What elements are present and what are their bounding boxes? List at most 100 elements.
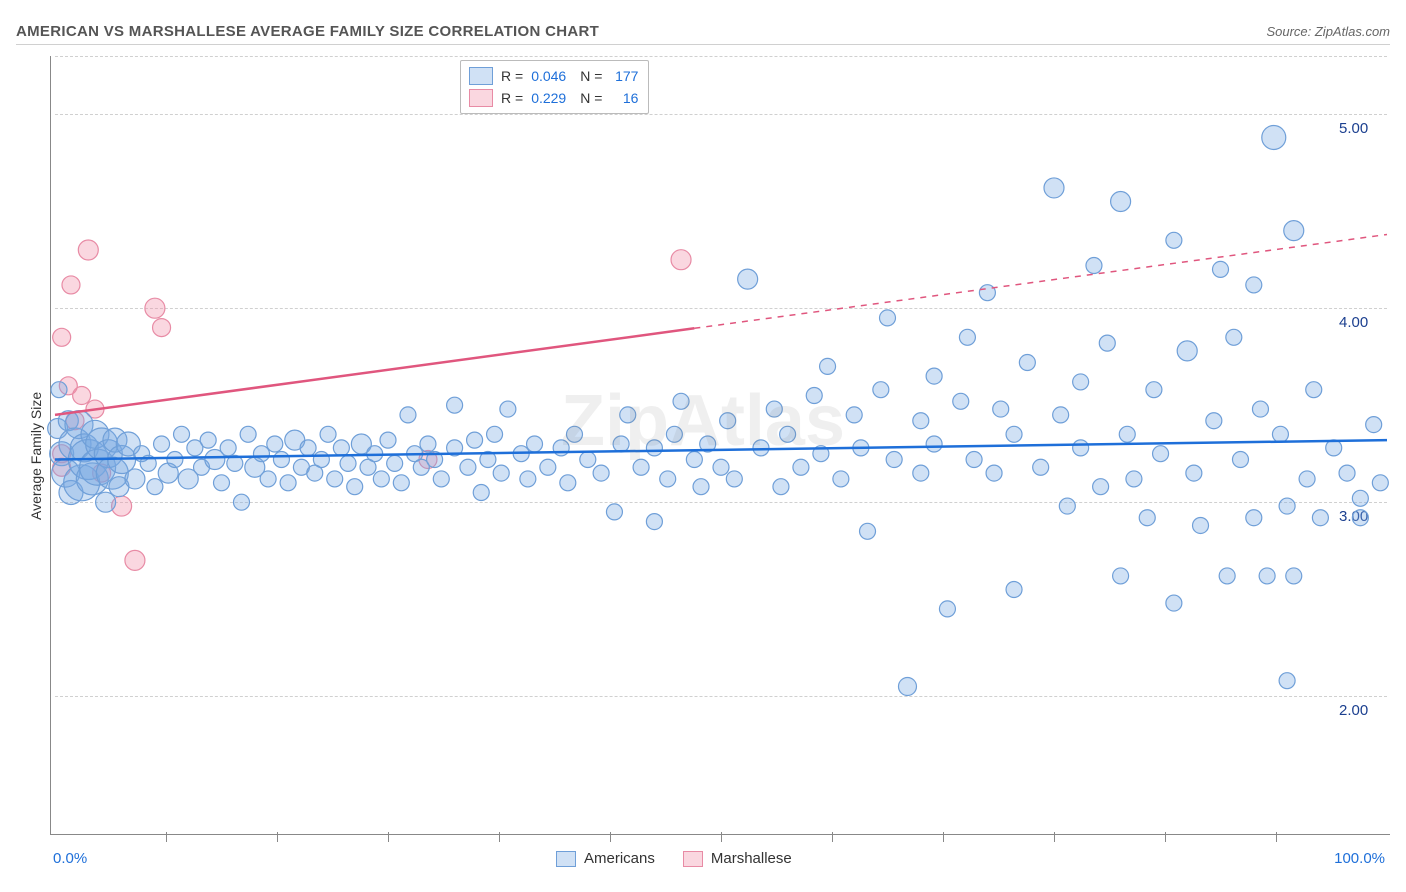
americans-point [400, 407, 416, 423]
americans-point [487, 426, 503, 442]
marshallese-point [153, 319, 171, 337]
americans-point [1153, 446, 1169, 462]
americans-point [1006, 582, 1022, 598]
americans-point [1044, 178, 1064, 198]
americans-point [1279, 498, 1295, 514]
americans-point [966, 452, 982, 468]
americans-point [1166, 232, 1182, 248]
americans-point [793, 459, 809, 475]
americans-point [1006, 426, 1022, 442]
series-label-marshallese: Marshallese [711, 850, 792, 867]
swatch-marshallese [683, 851, 703, 867]
americans-point [1272, 426, 1288, 442]
americans-point [420, 436, 436, 452]
americans-point [300, 440, 316, 456]
swatch-americans [556, 851, 576, 867]
legend-r-label: R = [501, 87, 523, 109]
legend-n-marshallese: 16 [610, 87, 638, 109]
americans-point [387, 455, 403, 471]
marshallese-point [62, 276, 80, 294]
americans-point [174, 426, 190, 442]
americans-point [267, 436, 283, 452]
americans-point [806, 388, 822, 404]
americans-point [646, 514, 662, 530]
americans-point [713, 459, 729, 475]
americans-point [939, 601, 955, 617]
americans-point [606, 504, 622, 520]
americans-point [726, 471, 742, 487]
americans-point [1053, 407, 1069, 423]
americans-point [433, 471, 449, 487]
americans-point [347, 479, 363, 495]
americans-point [1286, 568, 1302, 584]
americans-point [1252, 401, 1268, 417]
americans-point [167, 452, 183, 468]
americans-point [646, 440, 662, 456]
americans-point [1213, 261, 1229, 277]
americans-point [1139, 510, 1155, 526]
americans-point [200, 432, 216, 448]
legend-row-americans: R = 0.046 N = 177 [469, 65, 638, 87]
marshallese-point [73, 387, 91, 405]
americans-point [1166, 595, 1182, 611]
americans-point [1306, 382, 1322, 398]
americans-point [220, 440, 236, 456]
americans-point [1206, 413, 1222, 429]
americans-point [1099, 335, 1115, 351]
americans-point [898, 678, 916, 696]
americans-point [1113, 568, 1129, 584]
americans-point [540, 459, 556, 475]
americans-point [1339, 465, 1355, 481]
americans-point [1352, 510, 1368, 526]
marshallese-trend-solid [55, 328, 694, 415]
marshallese-trend-dashed [694, 234, 1387, 328]
legend-r-label: R = [501, 65, 523, 87]
americans-point [566, 426, 582, 442]
americans-point [447, 397, 463, 413]
swatch-marshallese [469, 89, 493, 107]
americans-point [273, 452, 289, 468]
americans-point [1126, 471, 1142, 487]
swatch-americans [469, 67, 493, 85]
americans-point [1299, 471, 1315, 487]
americans-point [613, 436, 629, 452]
americans-point [846, 407, 862, 423]
series-label-americans: Americans [584, 850, 655, 867]
americans-point [473, 485, 489, 501]
legend-n-americans: 177 [610, 65, 638, 87]
americans-point [125, 469, 145, 489]
americans-point [953, 393, 969, 409]
americans-point [1312, 510, 1328, 526]
americans-point [913, 465, 929, 481]
correlation-legend: R = 0.046 N = 177 R = 0.229 N = 16 [460, 60, 649, 114]
americans-point [660, 471, 676, 487]
americans-point [333, 440, 349, 456]
americans-point [1366, 417, 1382, 433]
americans-point [1073, 374, 1089, 390]
americans-point [253, 446, 269, 462]
series-legend-americans: Americans [556, 850, 655, 867]
americans-point [693, 479, 709, 495]
americans-point [1059, 498, 1075, 514]
legend-n-label: N = [580, 65, 602, 87]
americans-point [1259, 568, 1275, 584]
americans-point [620, 407, 636, 423]
americans-point [666, 426, 682, 442]
scatter-svg [0, 0, 1406, 892]
americans-point [1219, 568, 1235, 584]
americans-point [214, 475, 230, 491]
americans-point [738, 269, 758, 289]
marshallese-point [671, 250, 691, 270]
americans-point [686, 452, 702, 468]
americans-point [147, 479, 163, 495]
americans-point [1284, 221, 1304, 241]
americans-point [986, 465, 1002, 481]
americans-point [833, 471, 849, 487]
americans-point [1186, 465, 1202, 481]
americans-point [373, 471, 389, 487]
americans-point [280, 475, 296, 491]
americans-point [633, 459, 649, 475]
americans-point [959, 329, 975, 345]
americans-point [260, 471, 276, 487]
americans-point [493, 465, 509, 481]
